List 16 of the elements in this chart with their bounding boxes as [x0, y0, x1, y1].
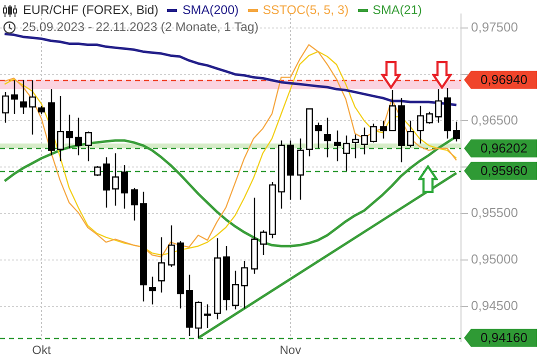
chart-title: EUR/CHF (FOREX, Bid) [23, 2, 158, 19]
y-tick-label: 0,95000 [471, 252, 518, 267]
ref-line-label: 0,96202 [480, 140, 528, 156]
ref-line-label: 0,96940 [480, 72, 528, 87]
x-tick-label: Okt [32, 343, 52, 358]
y-tick-label: 0,94500 [471, 298, 518, 313]
text: 25.09.2023 - 22.11.2023 (2 Monate, 1 Tag) [22, 19, 259, 36]
y-tick-label: 0,95500 [471, 205, 518, 220]
legend-label: SSTOC(5, 5, 3) [262, 2, 349, 19]
x-tick-label: Nov [280, 343, 302, 358]
ref-line-label: 0,95960 [480, 162, 528, 178]
y-tick-label: 0,97500 [471, 20, 518, 34]
legend-label: SMA(21) [372, 2, 422, 19]
ref-line-label: 0,94160 [480, 330, 528, 345]
y-tick-label: 0,96500 [471, 112, 518, 128]
legend-label: SMA(200) [182, 2, 239, 19]
